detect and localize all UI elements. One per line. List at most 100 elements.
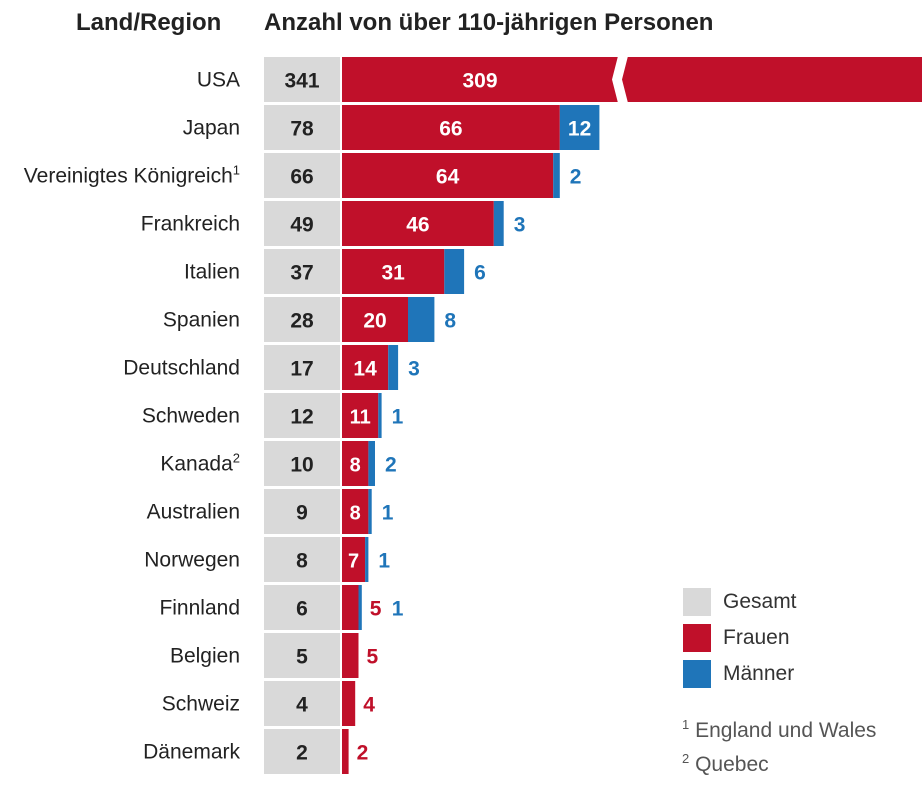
women-value-label: 2 <box>357 742 369 765</box>
footnote-1: 1 England und Wales <box>682 710 876 744</box>
total-cell <box>264 57 340 102</box>
women-bar <box>342 393 379 438</box>
category-label: Schweden <box>142 405 240 428</box>
legend-item-men: Männer <box>683 656 797 692</box>
men-value-label: 3 <box>408 358 420 381</box>
total-value-label: 341 <box>284 70 319 93</box>
chart-title: Anzahl von über 110-jährigen Personen <box>264 9 714 36</box>
category-label: Frankreich <box>141 213 240 236</box>
footnote-mark: 1 <box>682 717 690 732</box>
men-bar <box>493 201 504 246</box>
total-cell <box>264 249 340 294</box>
men-bar <box>559 105 600 150</box>
women-bar <box>342 57 922 102</box>
category-label: Japan <box>183 117 240 140</box>
men-bar <box>444 249 465 294</box>
women-value-label: 31 <box>381 262 405 285</box>
women-value-label: 5 <box>367 646 379 669</box>
women-bar <box>342 297 408 342</box>
category-label: Spanien <box>163 309 240 332</box>
country-column-header: Land/Region <box>76 9 222 36</box>
women-bar <box>342 105 560 150</box>
men-value-label: 1 <box>392 406 404 429</box>
category-label: Vereinigtes Königreich1 <box>24 163 240 188</box>
total-cell <box>264 393 340 438</box>
women-bar <box>342 633 359 678</box>
total-value-label: 17 <box>290 358 313 381</box>
women-bar <box>342 249 445 294</box>
men-value-label: 1 <box>382 502 394 525</box>
total-cell <box>264 201 340 246</box>
legend: Gesamt Frauen Männer <box>683 584 797 692</box>
women-value-label: 11 <box>350 407 371 429</box>
women-value-label: 7 <box>348 551 359 573</box>
total-value-label: 12 <box>290 406 313 429</box>
women-value-label: 46 <box>406 214 429 237</box>
women-bar <box>342 585 359 630</box>
total-value-label: 37 <box>290 262 313 285</box>
footnote-text: Quebec <box>695 753 769 776</box>
total-value-label: 78 <box>290 118 314 141</box>
category-label: Belgien <box>170 645 240 668</box>
women-value-label: 20 <box>363 310 386 333</box>
men-bar <box>368 489 372 534</box>
category-label: Kanada2 <box>160 451 240 476</box>
men-value-label: 6 <box>474 262 486 285</box>
total-value-label: 5 <box>296 646 308 669</box>
legend-label-women: Frauen <box>723 626 790 649</box>
total-cell <box>264 633 340 678</box>
legend-item-women: Frauen <box>683 620 797 656</box>
total-value-label: 4 <box>296 694 308 717</box>
men-value-label: 12 <box>568 118 591 141</box>
women-value-label: 66 <box>439 118 462 141</box>
total-cell <box>264 345 340 390</box>
total-value-label: 8 <box>296 550 308 573</box>
footnote-text: England und Wales <box>695 719 877 742</box>
total-cell <box>264 105 340 150</box>
total-value-label: 9 <box>296 502 308 525</box>
women-value-label: 8 <box>350 455 361 477</box>
legend-label-total: Gesamt <box>723 590 797 613</box>
men-value-label: 3 <box>514 214 526 237</box>
total-cell <box>264 585 340 630</box>
men-value-label: 1 <box>392 598 404 621</box>
category-label: USA <box>197 69 240 92</box>
women-bar <box>342 537 366 582</box>
total-cell <box>264 729 340 774</box>
women-value-label: 8 <box>350 503 361 525</box>
legend-item-total: Gesamt <box>683 584 797 620</box>
men-bar <box>553 153 560 198</box>
men-bar <box>365 537 369 582</box>
legend-swatch-total <box>683 588 711 616</box>
category-label: Italien <box>184 261 240 284</box>
category-label: Deutschland <box>123 357 240 380</box>
category-label: Dänemark <box>143 741 240 764</box>
total-cell <box>264 681 340 726</box>
legend-label-men: Männer <box>723 662 795 685</box>
footnotes: 1 England und Wales 2 Quebec <box>682 710 876 778</box>
women-value-label: 14 <box>353 358 377 381</box>
women-value-label: 4 <box>363 694 375 717</box>
women-value-label: 64 <box>436 166 460 189</box>
category-label: Schweiz <box>162 693 240 716</box>
women-bar <box>342 441 369 486</box>
axis-break-mark <box>612 56 628 103</box>
women-value-label: 5 <box>370 598 382 621</box>
women-bar <box>342 489 369 534</box>
men-value-label: 1 <box>378 550 390 573</box>
total-value-label: 66 <box>290 166 313 189</box>
women-bar <box>342 681 356 726</box>
men-bar <box>408 297 435 342</box>
women-bar <box>342 729 349 774</box>
total-cell <box>264 489 340 534</box>
total-value-label: 49 <box>290 214 313 237</box>
total-cell <box>264 297 340 342</box>
men-value-label: 8 <box>444 310 456 333</box>
men-value-label: 2 <box>385 454 397 477</box>
men-bar <box>388 345 399 390</box>
total-cell <box>264 153 340 198</box>
women-value-label: 309 <box>462 70 497 93</box>
total-cell <box>264 441 340 486</box>
footnote-2: 2 Quebec <box>682 744 876 778</box>
